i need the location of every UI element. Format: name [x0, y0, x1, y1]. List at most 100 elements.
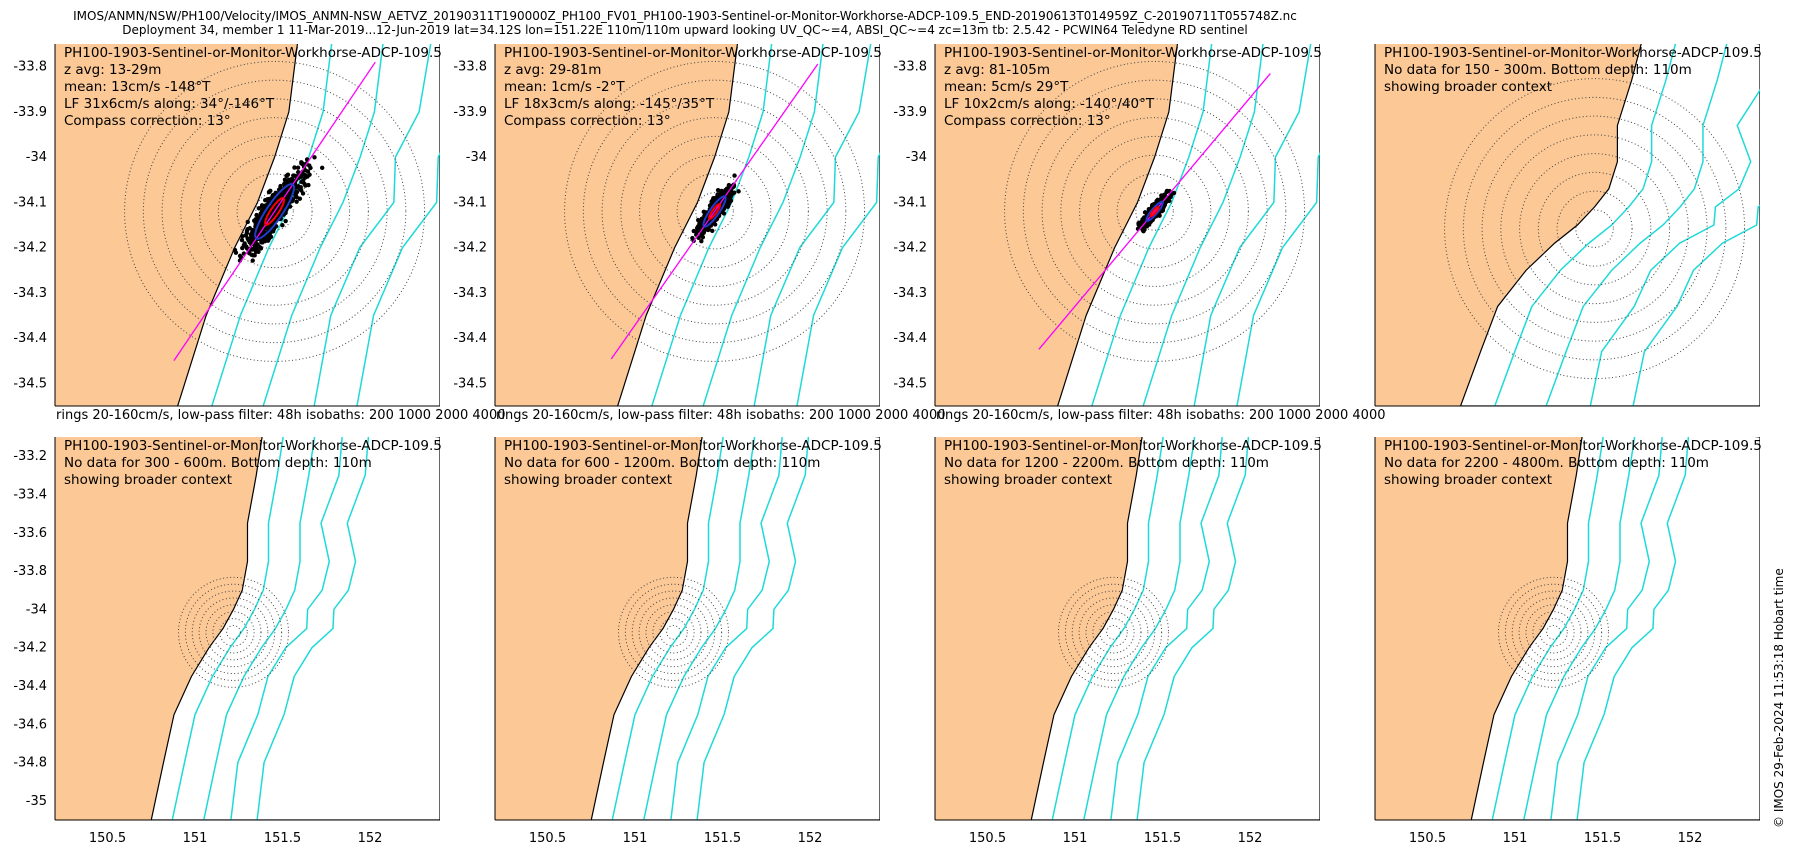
map-area — [55, 437, 440, 820]
ring — [1462, 96, 1727, 361]
map-area — [935, 437, 1320, 820]
ring — [199, 135, 351, 287]
panel-text-line: z avg: 29-81m — [504, 62, 601, 78]
principal-axis-line — [1038, 73, 1271, 350]
scatter-point — [294, 199, 299, 204]
scatter-point — [300, 178, 306, 183]
isobath-line — [696, 437, 810, 820]
x-tick-label: 152 — [798, 831, 823, 846]
panel-text-line: Compass correction: 13° — [64, 113, 231, 129]
ring — [564, 60, 866, 362]
y-tick-label: -34.4 — [893, 331, 927, 346]
y-tick-label: -34.1 — [13, 195, 47, 210]
ring — [1532, 611, 1575, 654]
isobath-line — [211, 44, 333, 406]
ring — [1546, 624, 1561, 640]
ring — [1022, 79, 1287, 344]
scatter-point — [736, 189, 741, 194]
ring — [645, 604, 702, 661]
x-tick-label: 151.5 — [1144, 831, 1181, 846]
scatter-point — [285, 172, 291, 177]
scatter-point — [292, 165, 297, 170]
ring — [198, 597, 269, 668]
x-tick-label: 152 — [1238, 831, 1263, 846]
ring — [1085, 604, 1142, 661]
isobath-line — [1523, 437, 1636, 820]
scatter-point — [319, 165, 325, 170]
ring — [226, 624, 241, 640]
scatter-point — [283, 218, 288, 224]
mean-ellipse — [1149, 205, 1160, 218]
scatter-point — [298, 174, 304, 180]
isobath-line — [1110, 437, 1223, 820]
ring — [205, 604, 262, 661]
scatter-point — [710, 228, 715, 234]
y-tick-label: -34.3 — [453, 286, 487, 301]
y-tick-label: -34.2 — [453, 241, 487, 256]
y-tick-label: -34.2 — [893, 241, 927, 256]
isobath-line — [1091, 44, 1213, 406]
figure-title-line2: Deployment 34, member 1 11-Mar-2019...12… — [122, 23, 1247, 37]
panel-0-1: PH100-1903-Sentinel-or-Monitor-Workhorse… — [494, 44, 946, 423]
ring — [1498, 576, 1609, 688]
scatter-point — [714, 195, 719, 200]
isobath-line — [1491, 437, 1604, 820]
ring — [1556, 190, 1633, 267]
panel-text-line: LF 31x6cm/s along: 34°/-146°T — [64, 96, 275, 112]
scatter-point — [239, 237, 245, 243]
scatter-point — [293, 192, 298, 197]
axes-group: -33.8 -33.9 -34 -34.1 -34.2 -34.3 -34.4 -34.5 -3… — [13, 60, 1702, 846]
ring — [178, 576, 289, 688]
scatter-point — [1142, 227, 1147, 232]
mean-ellipse — [708, 202, 722, 220]
y-tick-label: -34.4 — [453, 331, 487, 346]
ring — [1106, 624, 1121, 640]
ring — [657, 154, 772, 269]
y-tick-label: -34.2 — [13, 241, 47, 256]
ring — [1116, 173, 1193, 250]
scatter-point — [701, 230, 706, 235]
y-tick-label: -33.8 — [893, 60, 927, 75]
panel-text-line: LF 18x3cm/s along: -145°/35°T — [504, 96, 715, 112]
sea — [617, 44, 880, 406]
scatter-point — [256, 228, 262, 233]
y-tick-label: -33.8 — [453, 60, 487, 75]
ring — [219, 618, 248, 647]
x-tick-label: 150.5 — [529, 831, 566, 846]
panel-text-line: No data for 150 - 300m. Bottom depth: 11… — [1384, 62, 1692, 78]
panel-footer: rings 20-160cm/s, low-pass filter: 48h i… — [936, 408, 1386, 423]
map-area — [495, 437, 880, 820]
ring — [184, 583, 283, 681]
panel-text-line: PH100-1903-Sentinel-or-Monitor-Workhorse… — [944, 45, 1322, 61]
scatter-point — [259, 204, 265, 209]
scatter-point — [249, 235, 254, 240]
ring — [217, 154, 332, 269]
x-tick-label: 151.5 — [264, 831, 301, 846]
ring — [1064, 583, 1163, 681]
panel-text-line: PH100-1903-Sentinel-or-Monitor-Workhorse… — [1384, 45, 1762, 61]
ring — [212, 611, 255, 654]
ring — [142, 79, 407, 344]
panel-footer: rings 20-160cm/s, low-pass filter: 48h i… — [496, 408, 946, 423]
y-tick-label: -34.4 — [13, 679, 47, 694]
panel-text-line: mean: 5cm/s 29°T — [944, 79, 1069, 95]
ring — [1511, 590, 1596, 675]
isobath-line — [1494, 44, 1677, 406]
isobath-line — [256, 437, 370, 820]
panel-text-line: Compass correction: 13° — [944, 113, 1111, 129]
panel-0-0: PH100-1903-Sentinel-or-Monitor-Workhorse… — [54, 44, 506, 423]
sea — [150, 437, 440, 820]
panel-footer: rings 20-160cm/s, low-pass filter: 48h i… — [56, 408, 506, 423]
scatter-point — [288, 190, 293, 195]
panel-text-line: z avg: 13-29m — [64, 62, 161, 78]
panel-text-line: No data for 1200 - 2200m. Bottom depth: … — [944, 455, 1269, 471]
scatter-point — [248, 239, 253, 244]
isobath-line — [1193, 44, 1312, 406]
ring — [1058, 576, 1169, 688]
scatter-point — [308, 165, 313, 171]
ring — [1519, 153, 1671, 305]
scatter-point — [284, 199, 290, 204]
panel-text-line: No data for 2200 - 4800m. Bottom depth: … — [1384, 455, 1709, 471]
scatter-point — [258, 245, 263, 250]
